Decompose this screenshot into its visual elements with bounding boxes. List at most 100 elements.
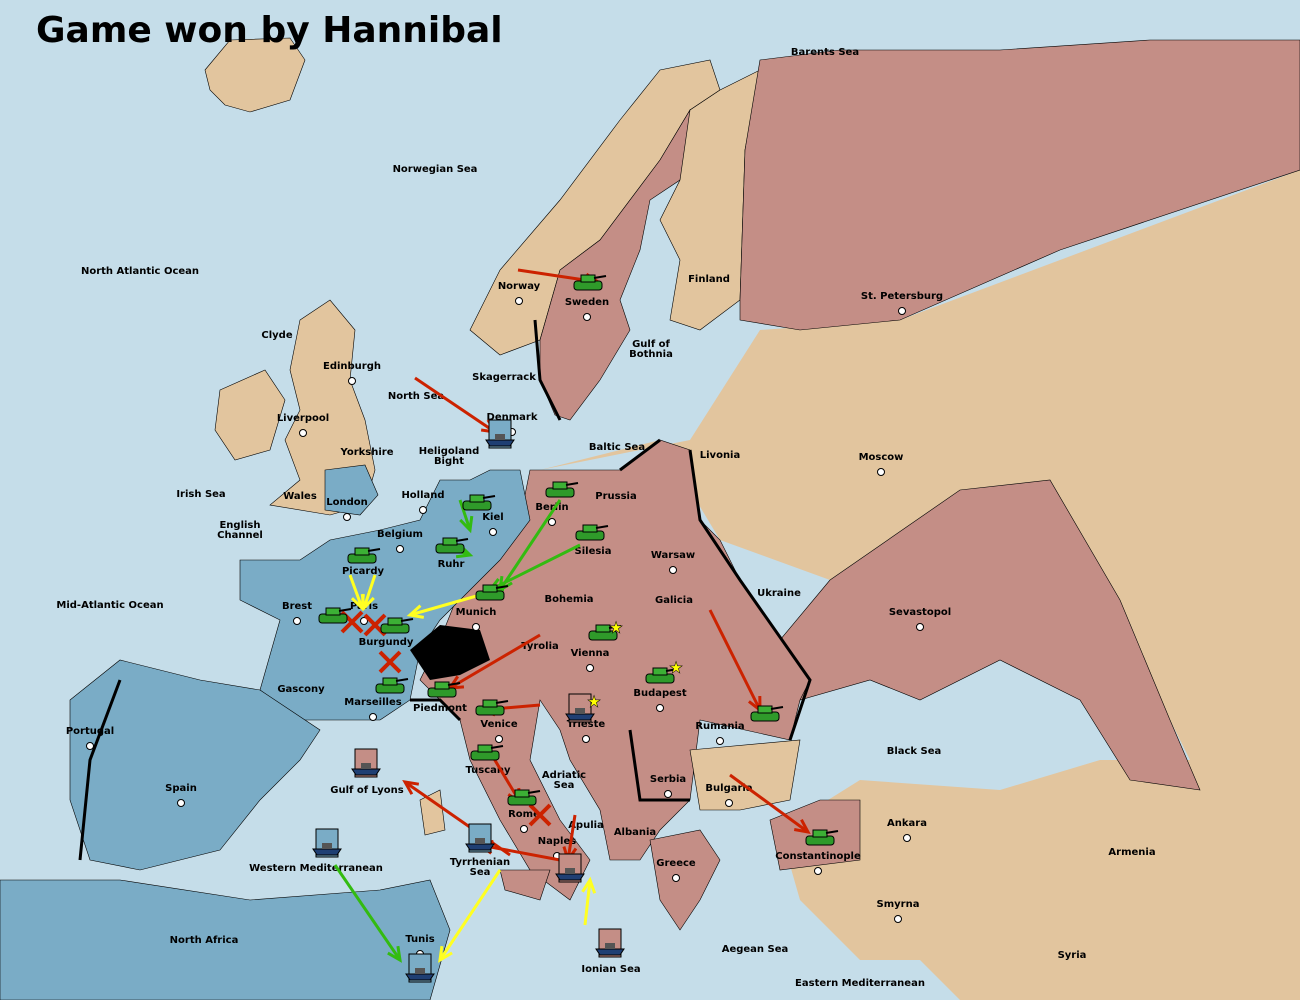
province-label-north-africa: North Africa (170, 935, 239, 946)
army-unit-munich[interactable] (475, 584, 509, 601)
order-arrow (566, 814, 577, 861)
army-unit-piedmont[interactable] (427, 681, 461, 698)
province-label-picardy: Picardy (342, 566, 385, 577)
ship-icon (405, 973, 435, 981)
province-label-vienna: Vienna (571, 648, 610, 659)
province-label-apulia: Apulia (568, 820, 604, 831)
army-unit-silesia[interactable] (575, 524, 609, 541)
province-label-aegean-sea: Aegean Sea (722, 944, 789, 955)
province-label-brest: Brest (282, 601, 312, 612)
order-arrow (479, 843, 561, 862)
fleet-unit-ionian-sea[interactable] (595, 928, 625, 958)
fleet-unit-western-mediterranean[interactable] (312, 828, 342, 858)
sicily (499, 869, 551, 901)
supply-center-portugal (86, 742, 94, 750)
star-icon: ★ (669, 658, 683, 677)
province-label-western-mediterranean: Western Mediterranean (249, 863, 383, 874)
order-arrowhead (402, 780, 420, 795)
order-arrow (729, 773, 809, 834)
supply-center-venice (495, 735, 503, 743)
army-unit-tuscany[interactable] (470, 744, 504, 761)
province-label-piedmont: Piedmont (413, 703, 467, 714)
sevastopol-region (779, 479, 1201, 791)
province-label-st-petersburg: St. Petersburg (861, 291, 943, 302)
province-label-tunis: Tunis (405, 934, 434, 945)
province-label-albania: Albania (614, 827, 656, 838)
supply-center-greece (672, 874, 680, 882)
order-arrow (489, 543, 581, 592)
supply-center-serbia (664, 790, 672, 798)
fleet-unit-tunis[interactable] (405, 953, 435, 983)
fleet-unit-gulf-of-lyons[interactable] (351, 748, 381, 778)
ship-icon (485, 439, 515, 447)
province-label-ankara: Ankara (887, 818, 927, 829)
supply-center-edinburgh (348, 377, 356, 385)
star-icon: ★ (609, 618, 623, 637)
order-arrow (458, 499, 472, 531)
ship-icon (555, 873, 585, 881)
province-label-sweden: Sweden (565, 297, 609, 308)
province-label-silesia: Silesia (575, 546, 612, 557)
province-label-tuscany: Tuscany (465, 765, 511, 776)
province-label-rome: Rome (508, 809, 540, 820)
army-unit-picardy[interactable] (347, 547, 381, 564)
sweden-region (539, 108, 691, 421)
supply-center-spain (177, 799, 185, 807)
finland-region (659, 69, 761, 331)
province-label-adriatic-sea: Adriatic Sea (542, 770, 586, 791)
order-arrow (708, 609, 762, 711)
province-label-constantinople: Constantinople (775, 851, 861, 862)
province-label-norwegian-sea: Norwegian Sea (393, 164, 478, 175)
province-label-belgium: Belgium (377, 529, 423, 540)
army-unit-kiel[interactable] (462, 494, 496, 511)
fleet-unit-naples[interactable] (555, 853, 585, 883)
province-label-rumania: Rumania (695, 721, 744, 732)
army-unit-rome[interactable] (507, 789, 541, 806)
order-arrow (414, 376, 496, 434)
order-arrowhead (793, 818, 811, 835)
power-borders (78, 319, 812, 861)
army-unit-venice[interactable] (475, 699, 509, 716)
supply-center-berlin (548, 518, 556, 526)
supply-center-budapest (656, 704, 664, 712)
province-label-marseilles: Marseilles (344, 697, 401, 708)
ship-icon (595, 948, 625, 956)
province-label-english-channel: English Channel (217, 520, 263, 541)
province-label-irish-sea: Irish Sea (176, 489, 225, 500)
eastern-neutral (540, 170, 1300, 1000)
north-africa (0, 879, 451, 1000)
fleet-unit-tyrrhenian-sea[interactable] (465, 823, 495, 853)
order-arrowhead (459, 515, 474, 534)
province-label-clyde: Clyde (261, 330, 292, 341)
supply-center-moscow (877, 468, 885, 476)
army-unit-constantinople[interactable] (805, 829, 839, 846)
army-unit-sweden[interactable] (573, 274, 607, 291)
army-unit-ruhr[interactable] (435, 537, 469, 554)
fleet-unit-denmark[interactable] (485, 419, 515, 449)
army-unit-burgundy[interactable] (380, 617, 414, 634)
province-label-galicia: Galicia (655, 595, 693, 606)
supply-center-st-petersburg (898, 307, 906, 315)
province-label-moscow: Moscow (859, 452, 904, 463)
supply-center-norway (515, 297, 523, 305)
switzerland-impassable (410, 625, 490, 680)
army-unit-brest[interactable] (318, 607, 352, 624)
province-label-gascony: Gascony (277, 684, 325, 695)
army-unit-marseilles[interactable] (375, 677, 409, 694)
province-label-tyrolia: Tyrolia (521, 641, 559, 652)
province-label-syria: Syria (1058, 950, 1087, 961)
fleet-unit-trieste[interactable] (565, 693, 595, 723)
greece-region (649, 829, 721, 931)
province-label-ruhr: Ruhr (438, 559, 465, 570)
province-label-livonia: Livonia (700, 450, 740, 461)
army-unit-vienna[interactable] (588, 624, 622, 641)
game-title: Game won by Hannibal (36, 10, 503, 51)
army-unit-budapest[interactable] (645, 667, 679, 684)
army-unit-berlin[interactable] (545, 481, 579, 498)
ireland (214, 369, 286, 461)
province-label-warsaw: Warsaw (651, 550, 695, 561)
order-arrow (438, 869, 502, 961)
army-unit-rumania[interactable] (750, 705, 784, 722)
supply-center-marseilles (369, 713, 377, 721)
